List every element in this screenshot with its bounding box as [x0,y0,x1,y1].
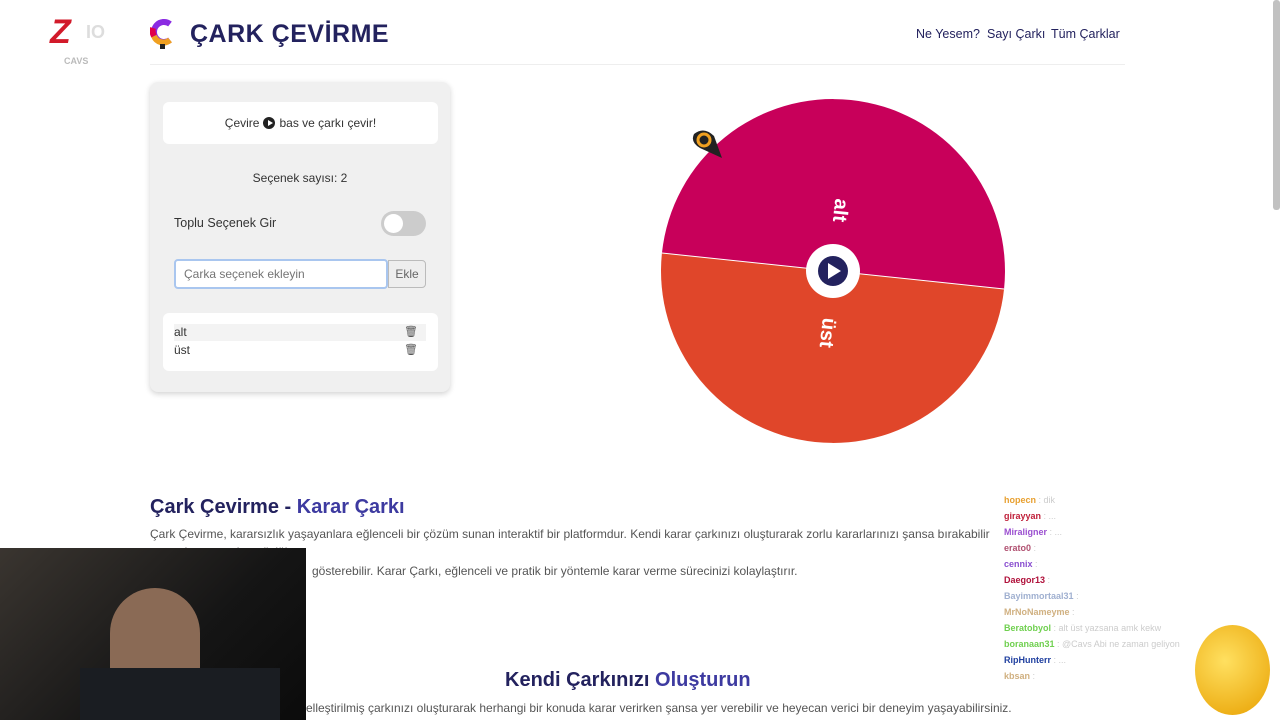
bulk-entry-toggle[interactable] [381,211,426,236]
chat-message: erato0 : [1004,540,1194,556]
chat-message: Beratobyol : alt üst yazsana amk kekw [1004,620,1194,636]
scrollbar[interactable] [1273,0,1280,210]
option-list: alt 🗑 üst 🗑 [163,313,438,371]
chat-message: Daegor13 : [1004,572,1194,588]
hint-text-after: bas ve çarkı çevir! [279,116,377,130]
option-label: üst [174,343,191,357]
option-input[interactable] [174,259,388,289]
chat-username: girayyan [1004,511,1042,521]
wheel-label-alt: alt [828,198,852,224]
chat-text: : dik [1038,495,1056,505]
site-logo-icon [149,18,176,50]
trash-icon[interactable]: 🗑 [404,344,418,356]
chat-message: kbsan : [1004,668,1194,684]
option-count: Seçenek sayısı: 2 [252,171,348,185]
hint-text: Çevire [224,116,260,130]
chat-text: : [1072,607,1075,617]
wheel-settings-panel: Çevire bas ve çarkı çevir! Seçenek sayıs… [150,82,450,392]
wheel-segment-ust [661,253,1005,443]
chat-username: Daegor13 [1004,575,1046,585]
chat-message: Miraligner : ... [1004,524,1194,540]
chat-username: kbsan [1004,671,1031,681]
chat-text: : ... [1043,511,1057,521]
play-icon [263,117,276,129]
chat-message: Bayimmortaal31 : [1004,588,1194,604]
chat-text: : ... [1053,655,1067,665]
wheel-pointer-icon [692,130,722,158]
chat-message: girayyan : ... [1004,508,1194,524]
chat-text: : [1033,543,1037,553]
streamer-logo: Z IO CAVS [50,13,106,66]
chat-text: : ... [1049,527,1063,537]
nav-tum-carklar[interactable]: Tüm Çarklar [1051,27,1120,41]
chat-message: boranaan31 : @Cavs Abi ne zaman geliyon [1004,636,1194,652]
chat-username: hopecn [1004,495,1037,505]
chat-username: Bayimmortaal31 [1004,591,1074,601]
emote-sticker [1195,625,1270,715]
add-option-button[interactable]: Ekle [388,260,426,288]
chat-message: hopecn : dik [1004,492,1194,508]
wheel-segment-alt [661,99,1005,289]
chat-text: : [1047,575,1051,585]
chat-username: Beratobyol [1004,623,1052,633]
section-heading-2: Kendi Çarkınızı Oluşturun [505,669,751,691]
list-item: üst 🗑 [174,342,426,359]
bulk-toggle-label: Toplu Seçenek Gir [174,216,277,230]
chat-username: Miraligner [1004,527,1048,537]
site-title[interactable]: ÇARK ÇEVİRME [190,20,390,48]
nav-ne-yesem[interactable]: Ne Yesem? [916,27,980,41]
chat-text: : alt üst yazsana amk kekw [1053,623,1162,633]
spin-hint: Çevire bas ve çarkı çevir! [163,102,438,144]
chat-username: boranaan31 [1004,639,1055,649]
nav-sayi-carki[interactable]: Sayı Çarkı [987,27,1046,41]
chat-message: RipHunterr : ... [1004,652,1194,668]
spin-wheel[interactable]: alt üst [650,88,1016,454]
option-label: alt [174,325,187,339]
streamer-body [80,668,280,720]
header-divider [150,64,1125,65]
chat-username: MrNoNameyme [1004,607,1070,617]
section-heading: Çark Çevirme - Karar Çarkı [150,496,405,518]
chat-text: : [1076,591,1079,601]
intro-paragraph-2: gösterebilir. Karar Çarkı, eğlenceli ve … [312,564,798,578]
chat-text: : @Cavs Abi ne zaman geliyon [1057,639,1180,649]
chat-username: erato0 [1004,543,1032,553]
stream-chat-overlay: hopecn : dik girayyan : ... Miraligner : .… [1004,492,1194,684]
webcam-overlay [0,548,306,720]
list-item: alt 🗑 [174,324,426,341]
spin-button[interactable] [806,244,860,298]
chat-username: RipHunterr [1004,655,1051,665]
chat-message: MrNoNameyme : [1004,604,1194,620]
wheel-label-ust: üst [815,317,840,349]
trash-icon[interactable]: 🗑 [404,326,418,338]
create-paragraph: elleştirilmiş çarkınızı oluşturarak herh… [306,701,1012,715]
chat-text: : [1035,559,1038,569]
chat-username: cennix [1004,559,1033,569]
chat-text: : [1032,671,1036,681]
chat-message: cennix : [1004,556,1194,572]
